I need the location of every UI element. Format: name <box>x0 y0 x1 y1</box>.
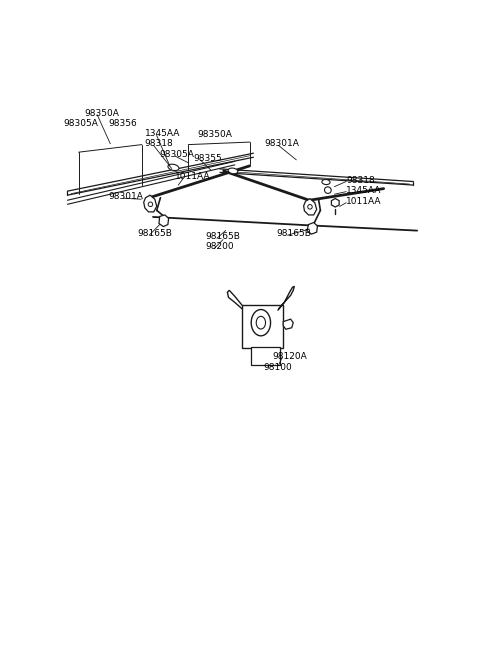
Text: 1345AA: 1345AA <box>145 129 180 138</box>
Ellipse shape <box>308 204 312 209</box>
Polygon shape <box>331 198 339 207</box>
Text: 98356: 98356 <box>108 119 137 128</box>
Text: 1011AA: 1011AA <box>175 173 210 181</box>
Ellipse shape <box>228 168 238 173</box>
Text: 98350A: 98350A <box>198 130 232 139</box>
Text: 98355: 98355 <box>193 154 222 164</box>
Text: 1011AA: 1011AA <box>347 196 382 206</box>
Ellipse shape <box>324 187 331 193</box>
Text: 1345AA: 1345AA <box>347 186 382 194</box>
Text: 98165B: 98165B <box>137 229 172 238</box>
Polygon shape <box>159 215 168 227</box>
Text: 98318: 98318 <box>347 175 375 185</box>
Text: 98301A: 98301A <box>108 192 143 200</box>
Text: 98350A: 98350A <box>84 109 119 118</box>
Polygon shape <box>307 223 317 234</box>
Ellipse shape <box>251 309 271 336</box>
Text: 98165B: 98165B <box>206 232 240 241</box>
Text: 98301A: 98301A <box>264 139 300 148</box>
Text: 98120A: 98120A <box>272 351 307 361</box>
Bar <box>242 306 283 348</box>
Polygon shape <box>283 319 293 329</box>
Ellipse shape <box>256 317 265 329</box>
Text: 98305A: 98305A <box>160 150 194 159</box>
Text: 98200: 98200 <box>206 242 234 251</box>
Polygon shape <box>304 198 317 215</box>
Text: 98318: 98318 <box>145 139 174 148</box>
Ellipse shape <box>168 164 179 171</box>
Bar <box>251 347 280 365</box>
Ellipse shape <box>148 202 153 206</box>
Text: 98100: 98100 <box>264 363 293 372</box>
Text: 98165B: 98165B <box>276 229 312 238</box>
Ellipse shape <box>322 179 330 185</box>
Text: 98305A: 98305A <box>64 119 98 128</box>
Polygon shape <box>144 195 156 212</box>
